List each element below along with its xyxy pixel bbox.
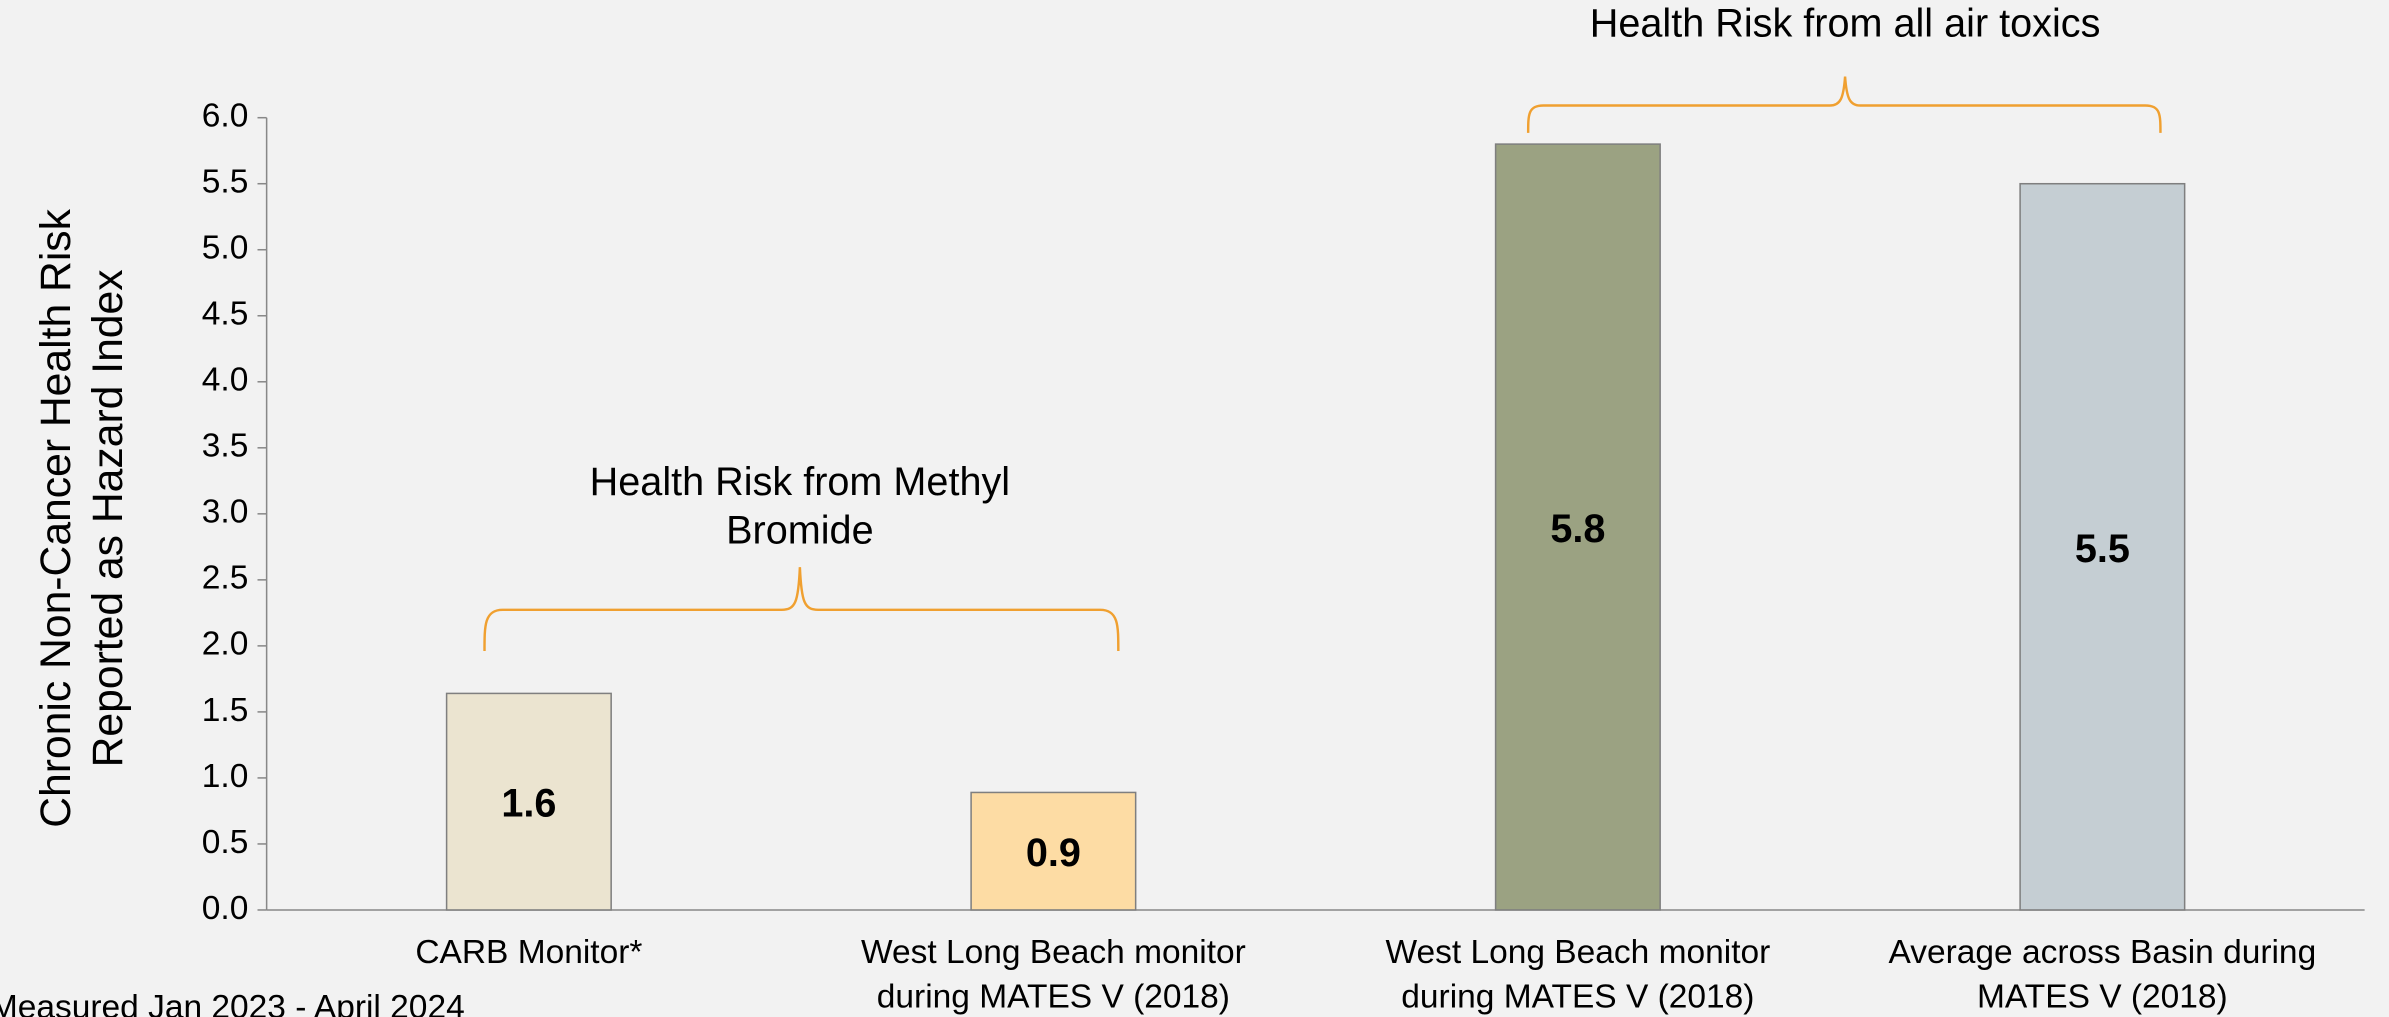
y-tick-label: 6.0 [202, 98, 249, 135]
y-tick-label: 1.0 [202, 758, 249, 795]
bar [970, 791, 1137, 911]
y-tick-label: 2.0 [202, 626, 249, 663]
y-tick-label: 0.0 [202, 890, 249, 927]
x-tick-label: West Long Beach monitor during MATES V (2… [1385, 934, 1770, 1015]
x-tick-label: West Long Beach monitor during MATES V (2… [861, 934, 1246, 1015]
y-axis-label: Chronic Non-Cancer Health Risk Reported a… [32, 208, 132, 827]
y-tick-label: 4.0 [202, 362, 249, 399]
value-label: 5.8 [1550, 507, 1605, 551]
bar [445, 692, 612, 911]
value-label: 5.5 [2075, 527, 2130, 571]
value-label: 0.9 [1026, 831, 1081, 875]
y-tick-label: 3.0 [202, 494, 249, 531]
footnote: Measured Jan 2023 - April 2024 [0, 989, 465, 1017]
x-tick-label: CARB Monitor* [415, 934, 642, 971]
y-tick-label: 5.5 [202, 164, 249, 201]
annotation: Health Risk from all air toxics [1590, 2, 2101, 46]
x-tick-label: Average across Basin during MATES V (2018… [1889, 934, 2317, 1015]
y-tick-label: 4.5 [202, 296, 249, 333]
y-tick-label: 1.5 [202, 692, 249, 729]
y-tick-label: 3.5 [202, 428, 249, 465]
brace [483, 567, 1120, 651]
value-label: 1.6 [501, 782, 556, 826]
bar [2019, 182, 2186, 911]
y-tick-label: 5.0 [202, 230, 249, 267]
bar [1494, 143, 1661, 911]
y-tick-label: 2.5 [202, 560, 249, 597]
brace [1526, 76, 2162, 133]
annotation: Health Risk from Methyl Bromide [590, 460, 1010, 553]
y-tick-label: 0.5 [202, 824, 249, 861]
